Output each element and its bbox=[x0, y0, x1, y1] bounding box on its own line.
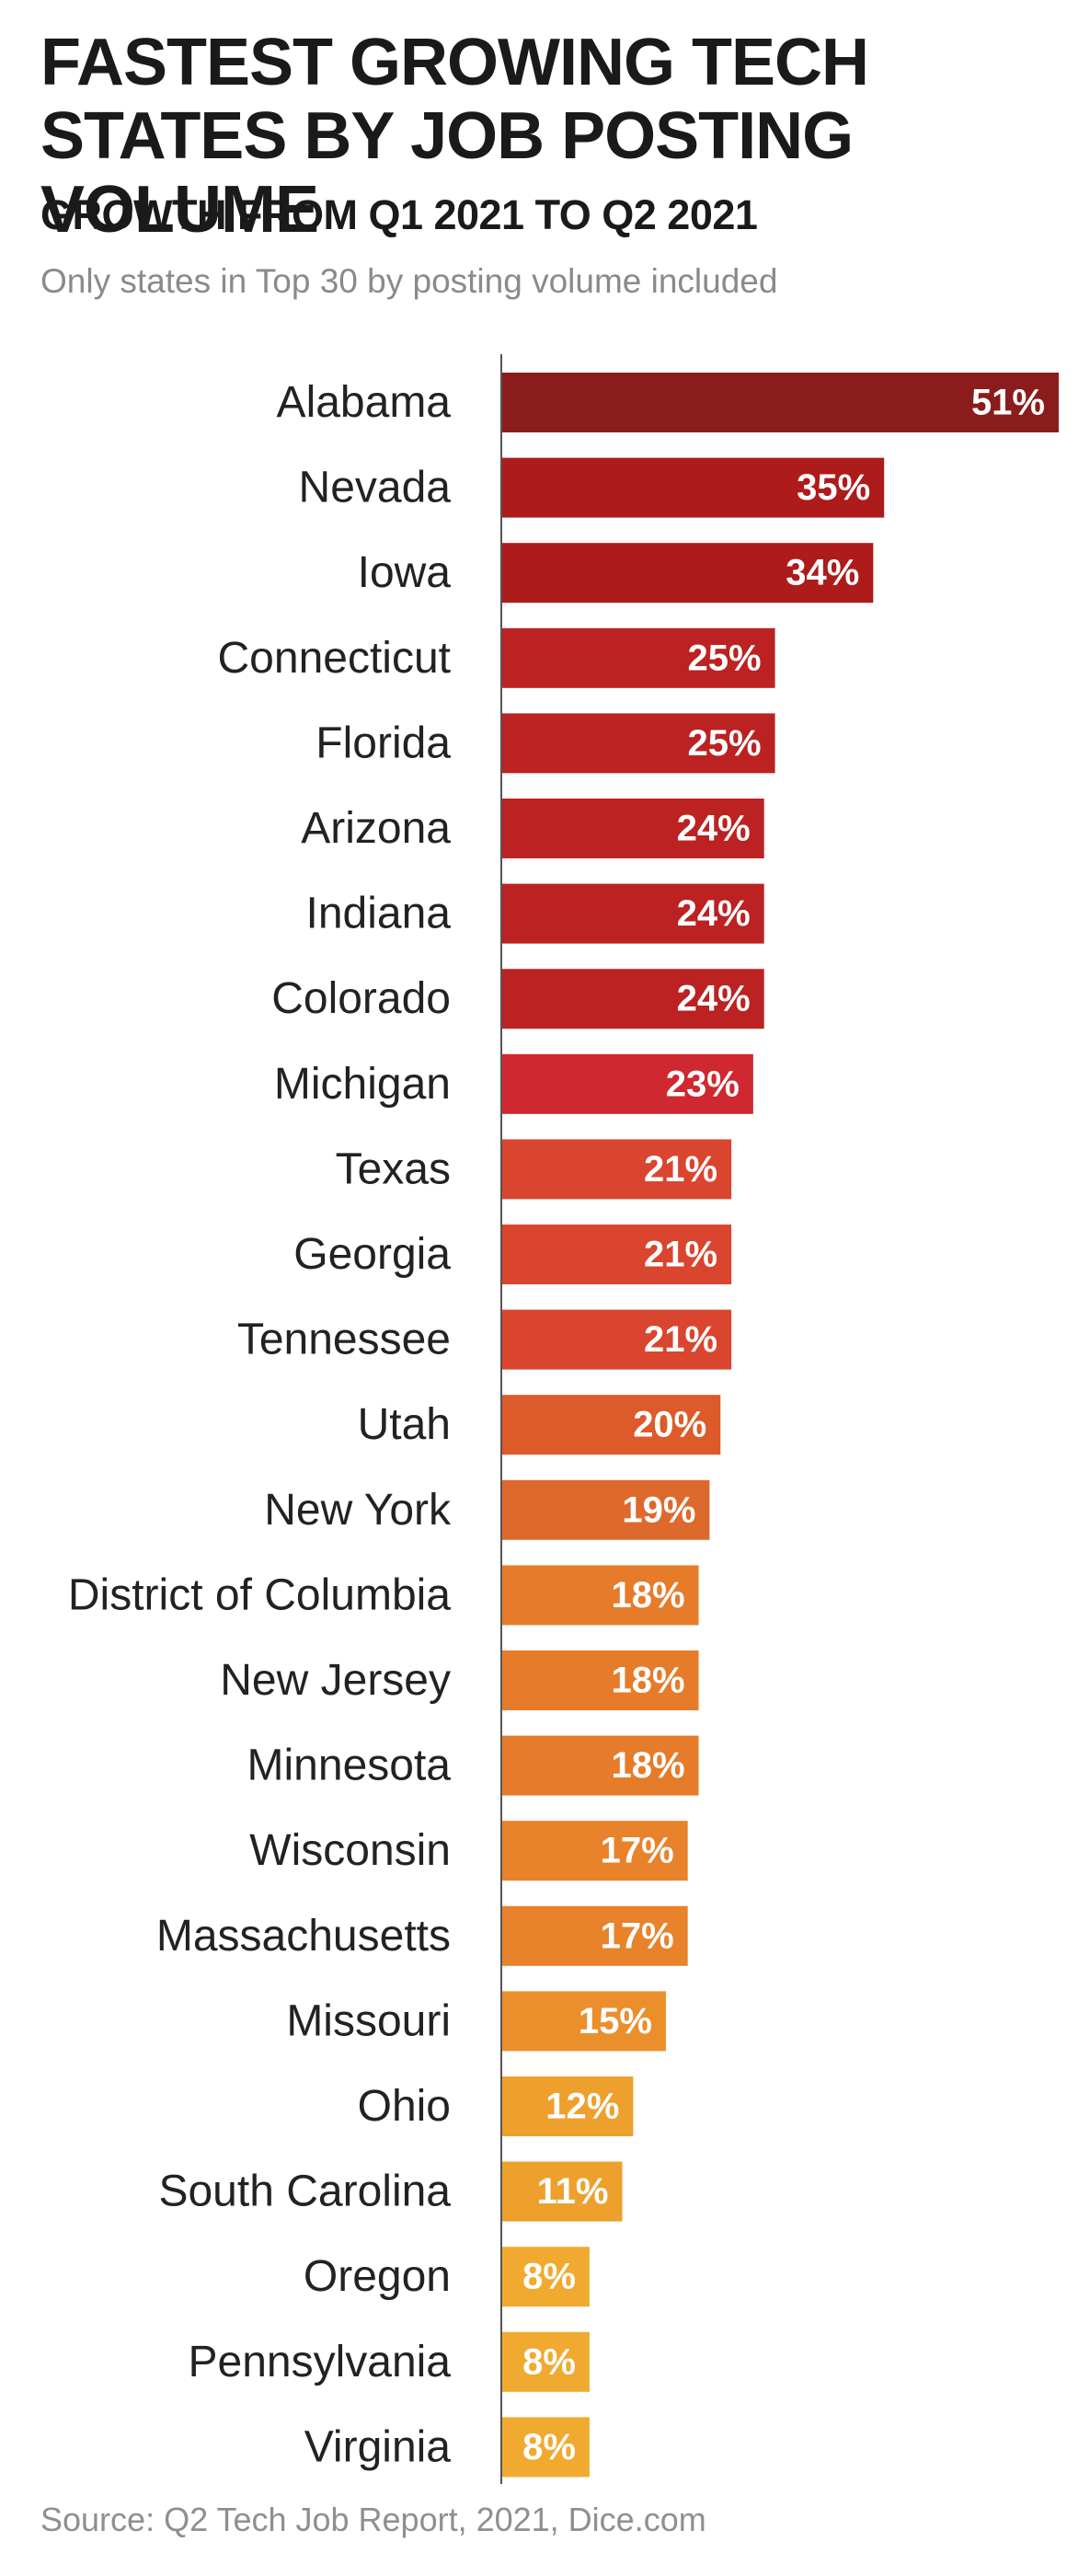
value-label: 21% bbox=[644, 1149, 717, 1190]
value-label: 17% bbox=[601, 1831, 674, 1871]
bar bbox=[502, 1053, 753, 1114]
category-label: Georgia bbox=[293, 1230, 451, 1279]
bar bbox=[502, 1905, 688, 1966]
bar bbox=[502, 1821, 688, 1881]
value-label: 8% bbox=[522, 2257, 576, 2297]
value-label: 25% bbox=[688, 723, 762, 764]
chart-subtitle: GROWTH FROM Q1 2021 TO Q2 2021 bbox=[40, 191, 758, 238]
value-label: 20% bbox=[633, 1405, 706, 1445]
value-label: 8% bbox=[522, 2427, 576, 2467]
value-label: 21% bbox=[644, 1235, 717, 1275]
bar bbox=[502, 969, 764, 1029]
bar bbox=[502, 1565, 699, 1626]
bar bbox=[502, 457, 885, 518]
value-label: 21% bbox=[644, 1319, 717, 1360]
bar bbox=[502, 1650, 699, 1710]
value-label: 19% bbox=[622, 1489, 695, 1530]
bar bbox=[502, 1309, 732, 1370]
category-label: Arizona bbox=[301, 804, 451, 853]
value-label: 23% bbox=[666, 1064, 740, 1104]
bar bbox=[502, 1735, 699, 1796]
category-label: Florida bbox=[316, 719, 451, 767]
category-label: Wisconsin bbox=[249, 1826, 451, 1875]
value-label: 12% bbox=[545, 2087, 619, 2127]
bar bbox=[502, 2417, 590, 2478]
value-label: 15% bbox=[579, 2001, 652, 2041]
bar bbox=[502, 1991, 666, 2052]
category-label: Pennsylvania bbox=[188, 2338, 451, 2386]
category-label: Virginia bbox=[304, 2422, 452, 2471]
value-label: 35% bbox=[797, 467, 870, 508]
category-label: Indiana bbox=[306, 890, 452, 938]
category-label: District of Columbia bbox=[68, 1570, 451, 1619]
chart-title: FASTEST GROWING TECH STATES BY JOB POSTI… bbox=[40, 26, 869, 247]
value-label: 25% bbox=[688, 638, 762, 678]
bar bbox=[502, 627, 775, 688]
category-label: Ohio bbox=[358, 2082, 451, 2131]
value-label: 18% bbox=[611, 1661, 684, 1701]
category-label: Connecticut bbox=[218, 634, 451, 683]
source-note: Source: Q2 Tech Job Report, 2021, Dice.c… bbox=[40, 2501, 706, 2538]
bar bbox=[502, 2076, 634, 2136]
category-label: New Jersey bbox=[220, 1656, 451, 1705]
value-label: 24% bbox=[677, 979, 751, 1019]
category-label: Missouri bbox=[286, 1996, 451, 2045]
category-label: Tennessee bbox=[237, 1316, 451, 1364]
category-label: Colorado bbox=[271, 974, 451, 1023]
value-label: 51% bbox=[971, 383, 1045, 423]
bar bbox=[502, 1479, 710, 1540]
category-label: Oregon bbox=[304, 2252, 451, 2301]
value-label: 11% bbox=[537, 2171, 609, 2212]
bar bbox=[502, 2247, 590, 2307]
category-label: Minnesota bbox=[247, 1742, 452, 1790]
chart-note: Only states in Top 30 by posting volume … bbox=[40, 262, 778, 300]
category-label: Alabama bbox=[277, 378, 452, 427]
bar bbox=[502, 373, 1059, 432]
bar bbox=[502, 2331, 590, 2392]
category-label: Massachusetts bbox=[156, 1912, 451, 1961]
value-label: 18% bbox=[611, 1575, 684, 1616]
category-label: Nevada bbox=[299, 464, 452, 512]
category-label: Texas bbox=[336, 1144, 451, 1193]
value-label: 18% bbox=[611, 1745, 684, 1786]
bar bbox=[502, 1225, 732, 1284]
value-label: 24% bbox=[677, 893, 751, 934]
value-label: 24% bbox=[677, 809, 751, 849]
category-label: New York bbox=[264, 1486, 452, 1535]
bar bbox=[502, 883, 764, 944]
bar bbox=[502, 2161, 623, 2222]
category-label: South Carolina bbox=[158, 2168, 451, 2216]
bar bbox=[502, 1139, 732, 1200]
value-label: 34% bbox=[786, 553, 859, 593]
category-label: Utah bbox=[358, 1400, 451, 1449]
bar bbox=[502, 1395, 721, 1455]
value-label: 17% bbox=[601, 1915, 674, 1956]
value-label: 8% bbox=[522, 2341, 576, 2382]
bar bbox=[502, 543, 874, 604]
category-label: Michigan bbox=[274, 1060, 451, 1109]
category-label: Iowa bbox=[358, 548, 452, 597]
bar bbox=[502, 799, 764, 858]
bar bbox=[502, 713, 775, 774]
